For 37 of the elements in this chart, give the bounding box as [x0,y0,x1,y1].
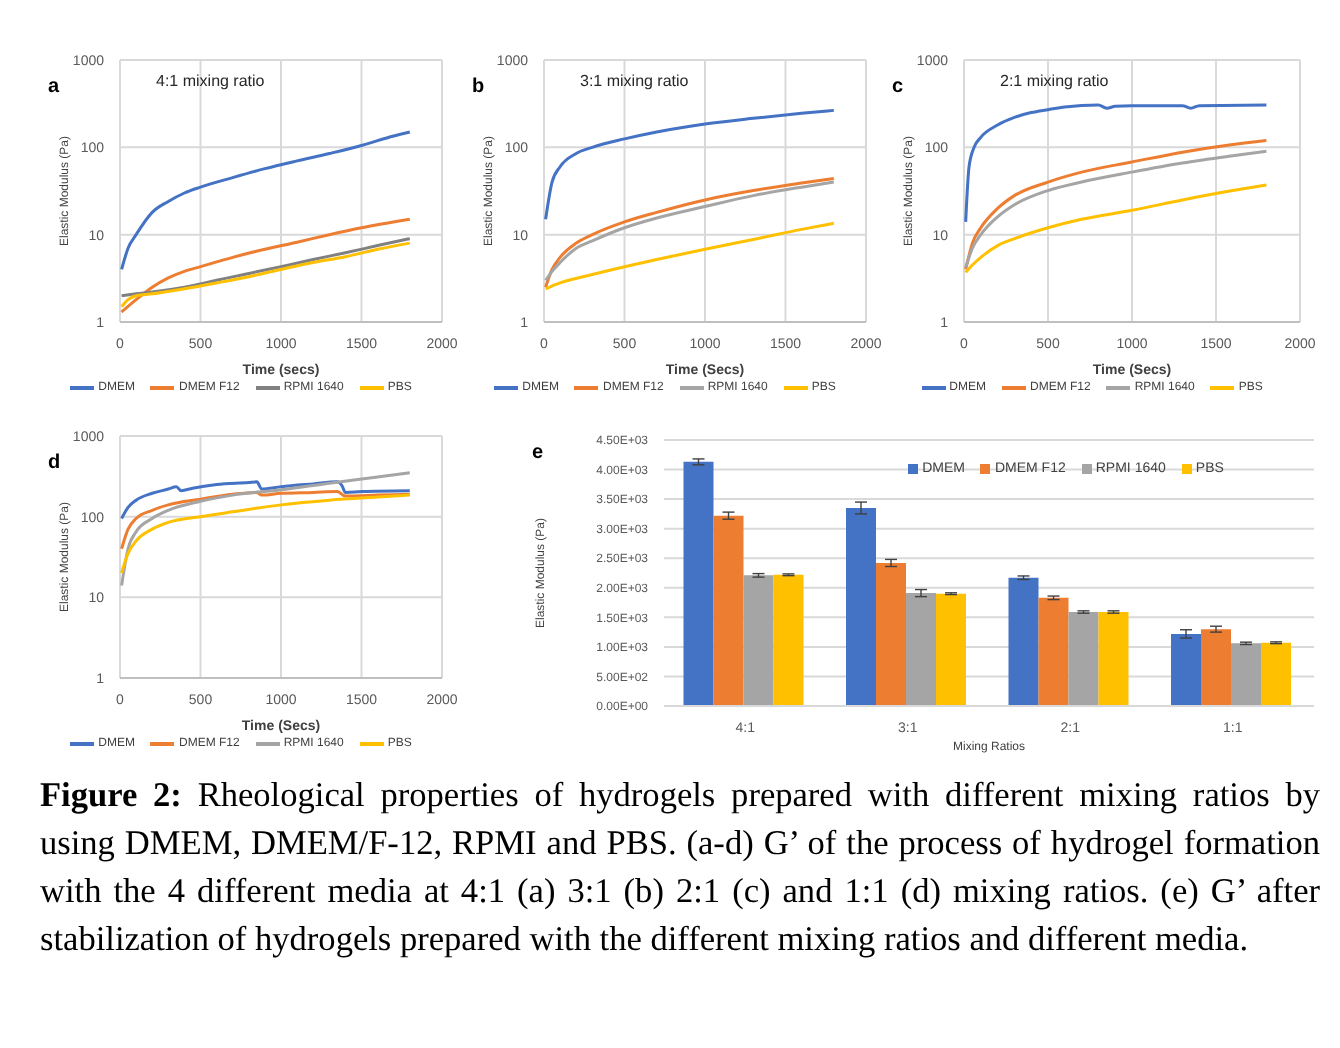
caption: Figure 2: Rheological properties of hydrogels prepared with different mixing ratios by using DMEM, DMEM/F-12, RPMI and PBS. (a-d) G’ of the process of hydrogel formation with the 4 different media at 4:1 (a) 3:1 (b) 2:1 (c) and 1:1 (d) mixing ratios. (e) G’ after stabilization of hydrogels prepared with the different mixing ratios and different media. [40,774,1321,962]
line-series [120,493,412,575]
bar [1231,643,1261,706]
line-series [120,480,412,520]
bar [1038,597,1069,706]
bar [846,507,876,706]
text: 3:1 mixing ratio [580,72,689,90]
line-series [120,241,412,309]
line-series [120,237,412,298]
line-series [120,471,412,588]
bar [1098,612,1129,706]
text: 2:1 mixing ratio [1000,72,1109,90]
bar [1171,633,1201,706]
bar [713,515,744,706]
line-series [120,490,412,551]
text: a [48,76,60,98]
bar [743,575,774,706]
bar [936,593,966,706]
line-series [120,130,412,271]
bar [1261,642,1291,706]
bar [1008,577,1039,706]
bar [773,574,804,706]
text: 4:1 mixing ratio [156,72,265,90]
text: d [48,452,61,474]
bar [906,593,936,706]
bar [1068,612,1099,706]
line-series [544,221,836,291]
line-series [964,183,1268,274]
bar [1201,629,1231,706]
text: e [532,442,544,464]
line-series [964,103,1268,224]
line-series [544,108,836,221]
bar [683,461,714,706]
bar [876,562,906,706]
text: c [892,76,904,98]
text: b [472,76,485,98]
line-series [120,217,412,314]
